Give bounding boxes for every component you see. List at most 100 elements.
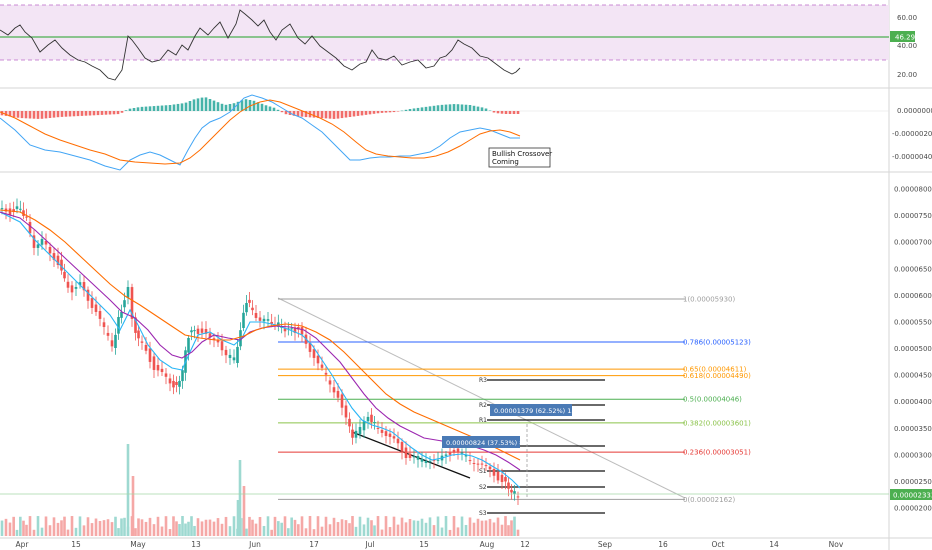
histogram-bar [104,111,108,115]
rsi-panel [0,4,889,81]
volume-bar [56,522,60,536]
measure-label-box[interactable] [490,404,572,416]
fib-level-label: 0.5(0.00004046) [683,396,742,404]
histogram-bar [204,97,208,111]
histogram-bar [100,111,104,115]
histogram-bar [404,109,408,111]
histogram-bar [336,111,340,119]
volume-bar [70,516,74,536]
volume-bar [110,522,114,536]
ema-fast-line [0,211,521,489]
histogram-bar [396,111,400,112]
volume-bar [492,522,496,536]
histogram-bar [160,105,164,111]
volume-bar [200,521,204,536]
candle-body [200,328,204,333]
candle-body [283,328,287,332]
histogram-bar [384,111,388,113]
histogram-bar [184,102,188,111]
volume-bar [324,516,328,536]
pivot-label: R3 [479,377,487,384]
date-tick: Sep [598,540,612,549]
candle-body [212,338,216,340]
volume-bar [117,528,120,536]
volume-bar [245,528,248,536]
candle-body [63,271,66,279]
candle-body [316,355,320,364]
candle-body [60,259,63,271]
histogram-bar [128,108,132,111]
histogram-bar [92,111,96,116]
candle-body [144,344,148,351]
histogram-bar [188,101,192,111]
volume-bar [408,519,412,536]
histogram-bar [340,111,344,119]
histogram-bar [72,111,76,117]
histogram-bar [44,111,48,119]
volume-bar [4,518,8,536]
candle-body [78,282,82,286]
histogram-bar [392,111,396,113]
histogram-bar [280,111,284,113]
candle-body [4,208,8,212]
candle-body [178,380,181,387]
histogram-bar [164,105,168,111]
candle-body [168,378,172,384]
candle-body [254,312,258,318]
histogram-bar [12,111,16,118]
histogram-bar [144,106,148,111]
histogram-bar [412,108,416,111]
candle-body [500,474,504,482]
histogram-bar [24,111,28,119]
histogram-bar [28,111,32,119]
volume-bar [340,519,344,536]
volume-bar [348,523,351,536]
histogram-bar [348,111,352,117]
candle-body [251,307,254,311]
histogram-bar [480,107,484,111]
volume-bar [432,525,436,536]
candle-body [19,208,22,210]
candle-body [220,341,224,351]
volume-bar [181,516,184,536]
candle-body [22,210,25,216]
candle-body [340,394,344,408]
volume-bar [12,516,15,536]
annotation-box[interactable] [488,147,551,168]
candle-body [507,482,510,489]
candle-body [130,287,134,319]
candle-body [480,463,484,465]
volume-bar [504,516,507,536]
volume-bar [283,516,287,536]
volume-bar [376,516,380,536]
volume-bar [456,527,460,536]
candle-body [300,327,304,335]
candle-body [496,472,500,481]
volume-bar [232,516,236,536]
histogram-bar [200,97,204,111]
candle-body [354,430,358,438]
volume-bar [384,516,388,536]
volume-bar [388,527,392,536]
volume-bar [123,517,126,536]
measure-label-box[interactable] [442,436,520,448]
candle-body [216,339,220,343]
measure-label-text: 0.00001379 (62.52%) 1379 [494,407,584,415]
volume-bar [448,529,452,536]
annotation-text-line2: Coming [492,158,519,166]
candle-body [126,287,130,298]
histogram-bar [176,103,180,111]
volume-bar [98,520,102,536]
volume-bar [52,517,56,536]
volume-bar [148,517,152,536]
volume-bar [440,527,444,536]
candle-body [239,330,242,347]
annotation-text-line1: Bullish Crossover [492,150,552,158]
histogram-bar [460,104,464,111]
volume-bar [300,516,304,536]
volume-bar [74,527,78,536]
